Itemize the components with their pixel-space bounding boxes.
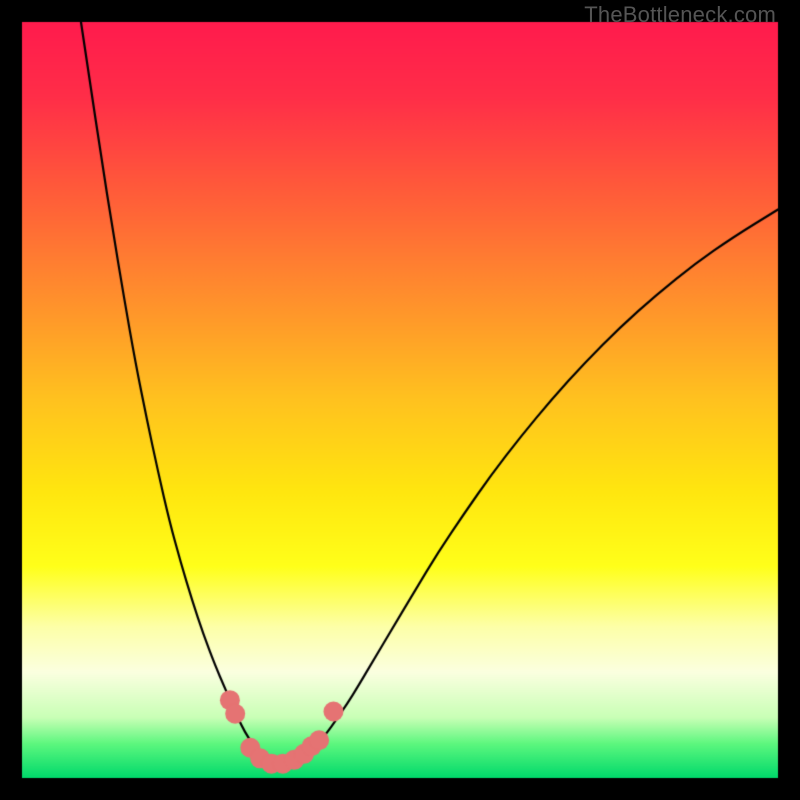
watermark-text: TheBottleneck.com	[584, 2, 776, 28]
bottleneck-chart	[0, 0, 800, 800]
